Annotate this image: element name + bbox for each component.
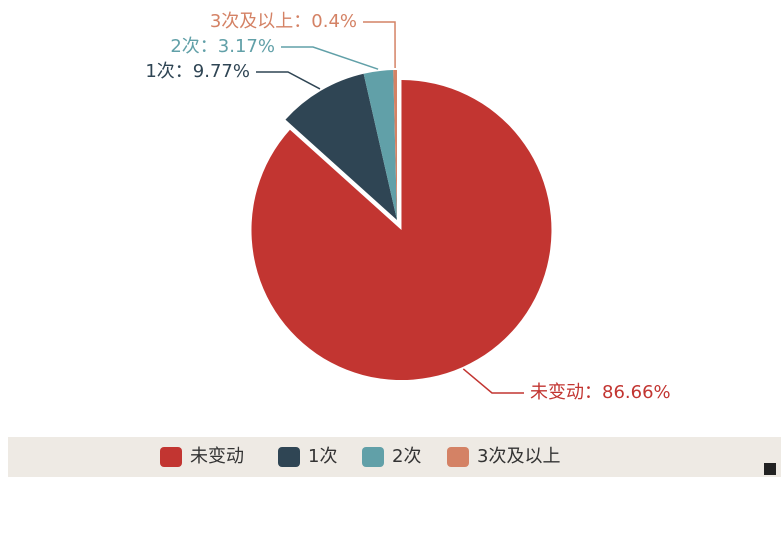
legend-band — [8, 437, 781, 477]
pie-slice — [285, 73, 397, 221]
legend-swatch — [362, 447, 384, 467]
data-label: 未变动：86.66% — [530, 382, 671, 403]
corner-mark — [764, 463, 776, 475]
pie-slice — [251, 80, 552, 381]
label-line — [462, 368, 524, 394]
label-line — [363, 21, 396, 69]
legend-label: 3次及以上 — [477, 446, 560, 467]
legend-label: 2次 — [392, 446, 421, 467]
label-line — [256, 71, 321, 90]
data-label: 3次及以上：0.4% — [210, 11, 357, 32]
pie-slice — [363, 70, 397, 221]
legend-swatch — [447, 447, 469, 467]
legend-label: 1次 — [308, 446, 337, 467]
legend-swatch — [160, 447, 182, 467]
label-line — [281, 46, 379, 70]
pie-slice — [393, 70, 397, 220]
legend-swatch — [278, 447, 300, 467]
data-label: 1次：9.77% — [145, 61, 250, 82]
legend-label: 未变动 — [190, 446, 244, 467]
data-label: 2次：3.17% — [170, 36, 275, 57]
